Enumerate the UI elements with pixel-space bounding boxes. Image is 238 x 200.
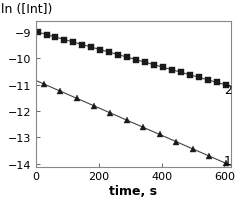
- X-axis label: time, s: time, s: [109, 184, 157, 197]
- Text: 1: 1: [224, 154, 232, 167]
- Text: ln ([Int]): ln ([Int]): [1, 3, 52, 16]
- Text: 2: 2: [224, 83, 232, 96]
